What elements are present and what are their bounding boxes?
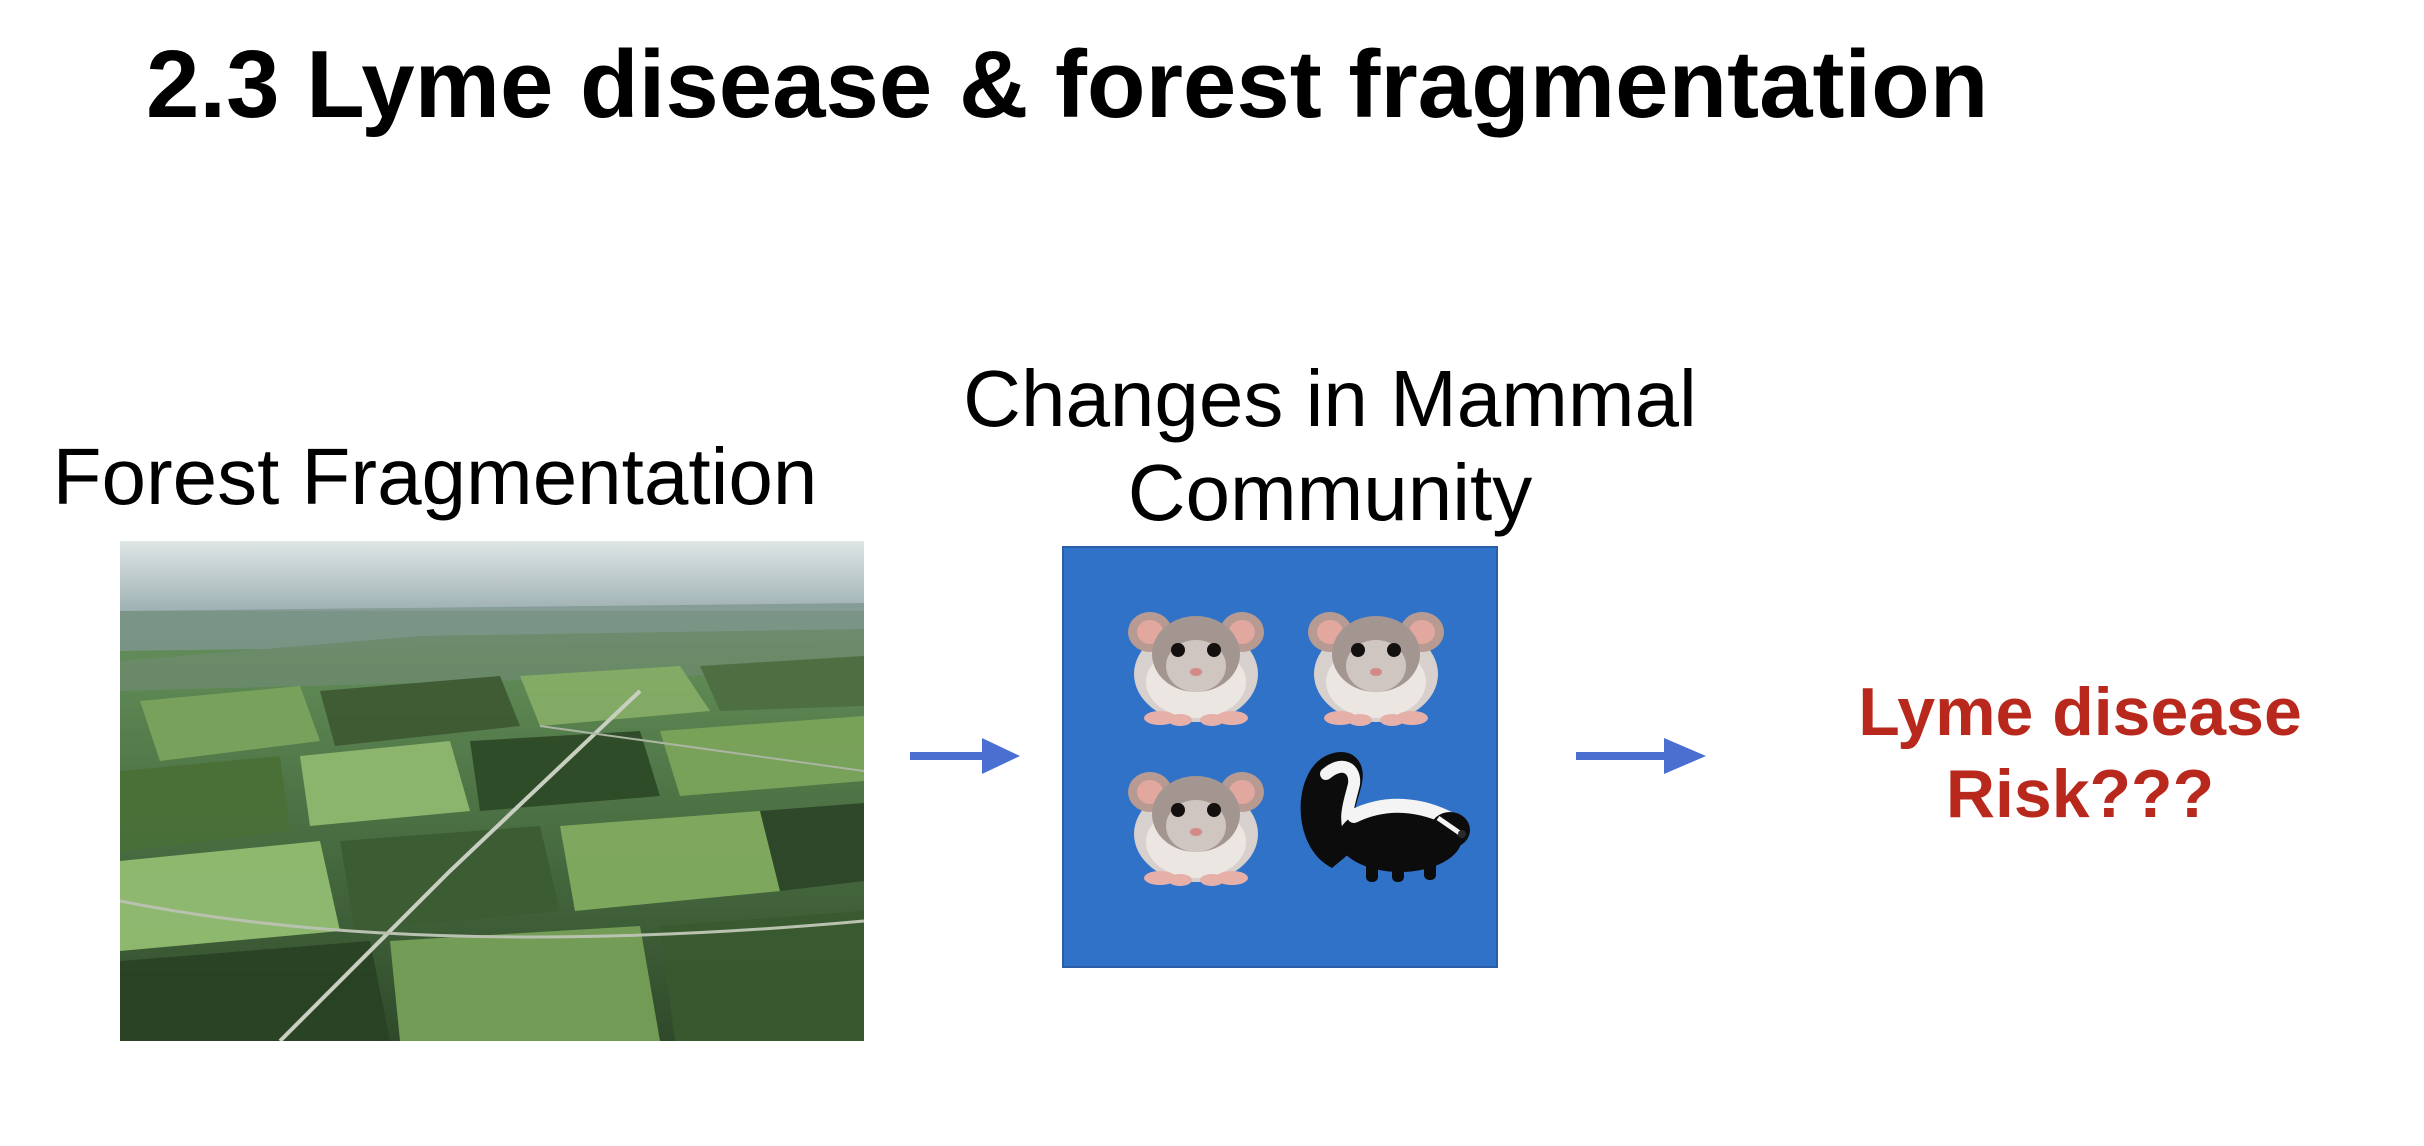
skunk-icon bbox=[1292, 738, 1472, 888]
mammal-community-caption: Changes in Mammal Community bbox=[900, 352, 1760, 539]
mouse-icon bbox=[1116, 592, 1276, 732]
risk-label-line1: Lyme disease bbox=[1858, 674, 2302, 750]
mammal-caption-line2: Community bbox=[1127, 447, 1533, 537]
risk-label-line2: Risk??? bbox=[1945, 755, 2215, 832]
mammal-caption-line1: Changes in Mammal bbox=[963, 354, 1697, 443]
mammal-community-panel bbox=[1062, 546, 1498, 968]
arrow-right-icon bbox=[910, 736, 1020, 776]
mouse-icon bbox=[1296, 592, 1456, 732]
aerial-landscape-photo bbox=[120, 541, 864, 1041]
lyme-disease-risk-label: Lyme disease Risk??? bbox=[1790, 672, 2370, 835]
mouse-icon bbox=[1116, 752, 1276, 892]
arrow-right-icon bbox=[1576, 736, 1706, 776]
slide-title: 2.3 Lyme disease & forest fragmentation bbox=[146, 31, 1989, 138]
forest-fragmentation-caption: Forest Fragmentation bbox=[52, 432, 818, 521]
